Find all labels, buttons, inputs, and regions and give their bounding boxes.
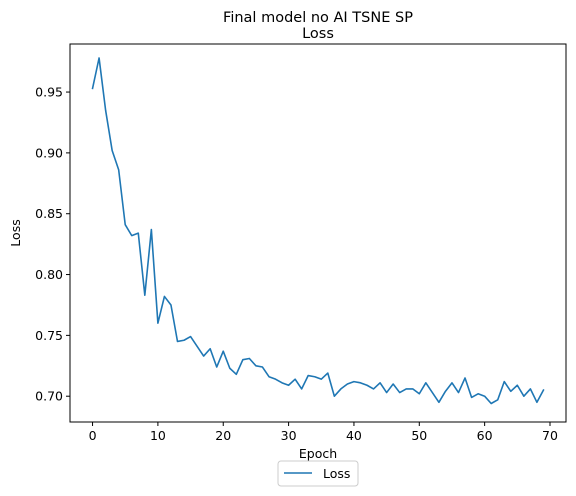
- x-tick-label: 20: [215, 428, 231, 443]
- legend-box: [277, 460, 359, 487]
- x-tick-label: 40: [346, 428, 362, 443]
- plot-frame: [69, 43, 567, 423]
- x-tick-label: 0: [89, 428, 97, 443]
- y-tick-label: 0.90: [35, 145, 63, 160]
- y-tick-label: 0.80: [35, 267, 63, 282]
- x-tick-label: 10: [150, 428, 166, 443]
- y-axis-label: Loss: [8, 219, 23, 246]
- plot-area: [91, 57, 545, 405]
- chart-title: Final model no AI TSNE SP: [223, 10, 413, 26]
- legend-label-loss: Loss: [323, 466, 350, 481]
- y-axis: 0.70 0.75 0.80 0.85 0.90 0.95: [35, 85, 70, 404]
- x-tick-label: 60: [477, 428, 493, 443]
- x-tick-label: 70: [542, 428, 558, 443]
- y-tick-label: 0.95: [35, 85, 63, 100]
- legend: Loss: [277, 460, 359, 487]
- y-tick-label: 0.75: [35, 328, 63, 343]
- x-tick-label: 50: [411, 428, 427, 443]
- x-axis: 0 10 20 30 40 50 60 70: [89, 422, 558, 443]
- chart-subtitle: Loss: [302, 26, 334, 42]
- x-tick-label: 30: [281, 428, 297, 443]
- x-axis-label: Epoch: [299, 446, 337, 461]
- y-tick-label: 0.70: [35, 389, 63, 404]
- y-tick-label: 0.85: [35, 206, 63, 221]
- series-line-loss: [91, 57, 545, 405]
